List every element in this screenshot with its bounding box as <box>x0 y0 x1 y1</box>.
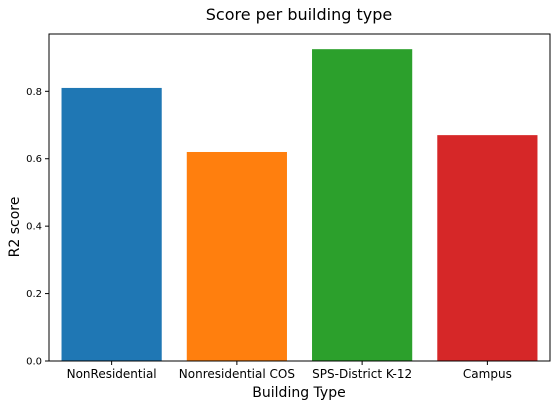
bar-1 <box>187 152 287 361</box>
y-tick-label-1: 0.2 <box>26 289 42 300</box>
y-tick-label-2: 0.4 <box>26 222 42 233</box>
bar-3 <box>437 135 537 361</box>
x-tick-label-3: Campus <box>463 367 512 381</box>
bar-2 <box>312 49 412 361</box>
y-tick-label-4: 0.8 <box>26 87 42 98</box>
y-axis-label: R2 score <box>7 197 23 258</box>
x-tick-label-2: SPS-District K-12 <box>312 367 412 381</box>
y-tick-label-3: 0.6 <box>26 154 42 165</box>
bar-0 <box>62 88 162 361</box>
bars-layer <box>62 49 538 361</box>
x-axis-label: Building Type <box>252 385 345 401</box>
y-tick-label-0: 0.0 <box>26 357 42 368</box>
x-tick-label-0: NonResidential <box>67 367 157 381</box>
x-tick-label-1: Nonresidential COS <box>179 367 295 381</box>
chart-title: Score per building type <box>206 5 392 24</box>
